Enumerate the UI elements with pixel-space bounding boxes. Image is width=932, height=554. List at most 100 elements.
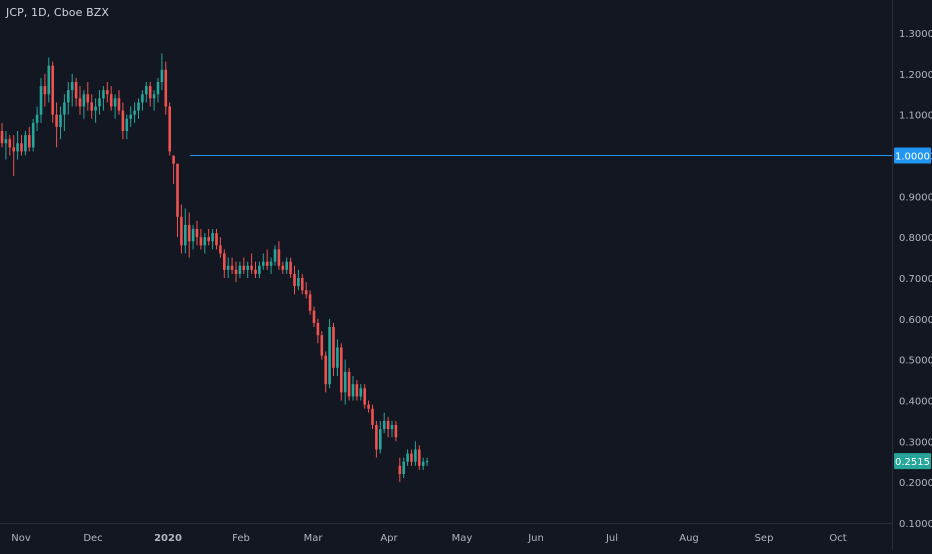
- candle-body: [297, 278, 300, 287]
- candle: [203, 233, 207, 254]
- candle: [39, 77, 43, 123]
- candle-body: [117, 98, 121, 111]
- horizontal-line-price-badge: 1.0000: [894, 147, 931, 164]
- candle: [35, 106, 39, 131]
- candle-body: [230, 265, 234, 270]
- candle-body: [187, 224, 191, 242]
- candle-body: [47, 65, 51, 95]
- candle: [375, 420, 378, 458]
- candle: [242, 257, 246, 274]
- candle: [425, 457, 429, 466]
- candle: [301, 273, 304, 295]
- candle: [70, 73, 74, 107]
- candle-body: [398, 465, 402, 474]
- candle: [20, 135, 23, 156]
- candle: [258, 261, 261, 278]
- candle: [0, 122, 4, 148]
- candle-body: [102, 90, 105, 99]
- candle-body: [94, 106, 97, 111]
- candle-body: [78, 98, 82, 107]
- candle-body: [145, 86, 148, 95]
- candle-body: [90, 102, 93, 111]
- candle: [180, 204, 183, 254]
- candle: [293, 265, 296, 295]
- y-tick-label: 0.2000: [899, 478, 932, 489]
- candle: [121, 102, 125, 140]
- candle: [234, 261, 238, 283]
- candle-body: [258, 265, 261, 274]
- candle: [254, 261, 257, 278]
- candle: [59, 106, 62, 140]
- candle-body: [254, 269, 257, 274]
- candle: [308, 290, 312, 315]
- candle: [320, 331, 324, 360]
- candle-body: [70, 82, 74, 91]
- candle: [117, 90, 121, 115]
- candle-body: [43, 86, 47, 95]
- candle: [187, 212, 191, 258]
- candle-body: [152, 94, 156, 99]
- candle-body: [285, 261, 288, 270]
- candle: [106, 82, 109, 103]
- candle: [382, 412, 386, 434]
- candle: [336, 339, 339, 376]
- candle: [67, 82, 70, 115]
- x-tick-label: Dec: [83, 533, 102, 544]
- x-tick-label: Oct: [829, 533, 846, 544]
- candle-body: [277, 249, 281, 266]
- candles-layer: [0, 53, 429, 483]
- candle: [304, 282, 308, 299]
- candle-body: [418, 449, 421, 466]
- candle: [90, 94, 93, 119]
- candle-body: [312, 310, 316, 323]
- candle-body: [363, 388, 366, 405]
- candle-body: [164, 69, 168, 107]
- candle-body: [86, 94, 90, 103]
- x-tick-label: Mar: [304, 533, 324, 544]
- candle-body: [8, 139, 12, 148]
- candle: [78, 86, 82, 115]
- candle: [406, 449, 409, 466]
- time-axis[interactable]: Nov Dec 2020 Feb Mar Apr May Jun Jul Aug Sep Oct: [11, 533, 846, 544]
- candle-body: [328, 327, 331, 385]
- candle-body: [301, 278, 304, 291]
- candle-body: [394, 425, 398, 438]
- candle-body: [98, 98, 101, 107]
- candle: [297, 269, 300, 291]
- candle: [8, 135, 12, 156]
- candle-body: [347, 371, 351, 397]
- candle-body: [82, 94, 86, 107]
- candle: [156, 77, 160, 103]
- x-tick-label: Aug: [679, 533, 699, 544]
- candle-body: [226, 265, 230, 270]
- candle-body: [340, 347, 343, 393]
- candle: [195, 220, 199, 246]
- candle-body: [238, 265, 242, 274]
- candle: [219, 237, 222, 258]
- candle-body: [390, 425, 394, 430]
- candle: [164, 61, 168, 115]
- candle-body: [234, 269, 238, 274]
- candle: [394, 420, 398, 442]
- candle-body: [351, 384, 355, 397]
- candle-body: [168, 106, 171, 152]
- candle-body: [215, 233, 218, 246]
- candle: [363, 384, 366, 409]
- candle-body: [324, 355, 327, 385]
- candle: [113, 94, 117, 119]
- candle: [340, 343, 343, 401]
- candle: [137, 98, 140, 119]
- candle: [332, 322, 335, 376]
- candle-body: [308, 294, 312, 311]
- candle-body: [35, 114, 39, 123]
- candle-body: [336, 347, 339, 368]
- candle: [12, 135, 15, 176]
- candle: [226, 257, 230, 278]
- x-tick-label: Apr: [380, 533, 398, 544]
- candle: [86, 82, 90, 111]
- candle: [246, 261, 249, 278]
- candle: [4, 131, 8, 160]
- candle: [414, 441, 417, 466]
